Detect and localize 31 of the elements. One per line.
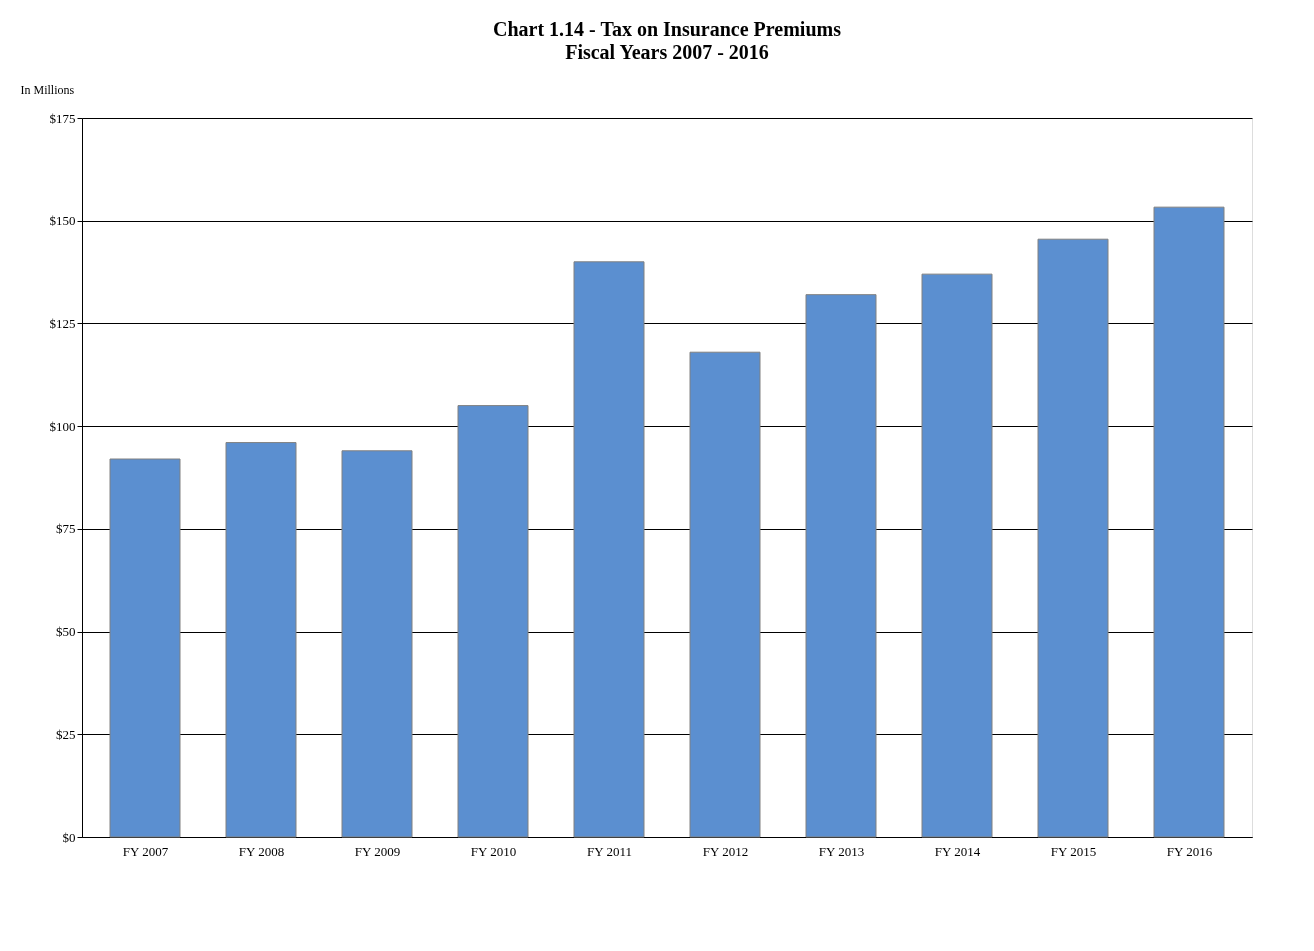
x-tick-label: FY 2014 [934,843,981,859]
bar [1153,206,1225,838]
x-tick-label: FY 2008 [238,843,285,859]
y-tick-label: $175 [49,110,76,126]
chart-title: Chart 1.14 - Tax on Insurance Premiums [493,18,842,40]
y-tick-label: $100 [49,418,76,434]
y-tick-label: $25 [56,726,76,742]
y-tick-label: $125 [49,315,76,331]
x-tick-label: FY 2007 [122,843,169,859]
x-tick-label: FY 2010 [470,843,517,859]
y-tick-label: $0 [62,829,76,845]
x-tick-label: FY 2009 [354,843,401,859]
bar [689,351,761,838]
bar [225,442,297,838]
bar [341,450,413,838]
x-tick-label: FY 2015 [1050,843,1097,859]
bar [1037,238,1109,838]
chart-subtitle: Fiscal Years 2007 - 2016 [565,41,769,63]
y-tick-label: $150 [49,213,76,229]
x-tick-label: FY 2011 [587,843,632,859]
bar [573,261,645,838]
y-tick-label: $50 [56,624,76,640]
x-tick-label: FY 2012 [702,843,749,859]
x-tick-label: FY 2013 [818,843,865,859]
bar [805,294,877,838]
y-axis-title: In Millions [20,82,75,97]
bar [921,273,993,838]
x-tick-label: FY 2016 [1166,843,1213,859]
bar [457,405,529,838]
y-tick-label: $75 [56,521,76,537]
bar [109,458,181,838]
